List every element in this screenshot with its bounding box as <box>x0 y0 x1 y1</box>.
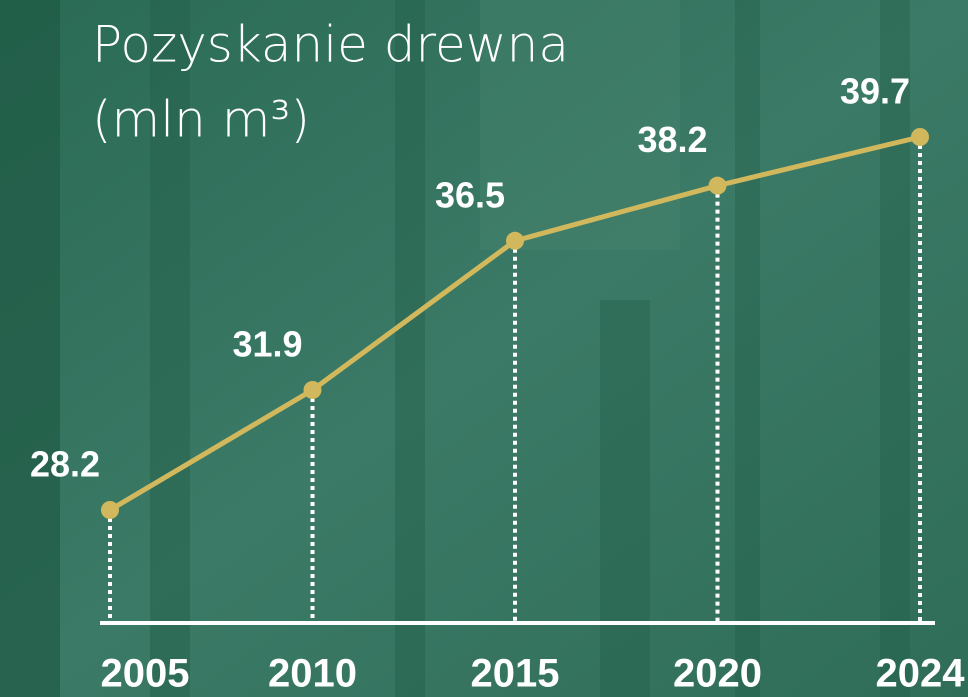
data-point <box>506 231 524 250</box>
value-label: 31.9 <box>232 324 302 365</box>
x-tick-label: 2005 <box>101 652 190 696</box>
data-point <box>911 128 929 146</box>
value-label: 28.2 <box>30 444 100 485</box>
x-tick-label: 2010 <box>268 652 357 696</box>
chart-title: Pozyskanie drewna <box>92 16 569 74</box>
value-label: 36.5 <box>435 174 505 215</box>
data-point <box>708 176 727 195</box>
x-tick-label: 2024 <box>876 652 966 696</box>
data-point <box>303 380 322 399</box>
value-label: 38.2 <box>637 119 707 160</box>
x-tick-label: 2015 <box>471 652 560 696</box>
x-tick-label: 2020 <box>673 652 762 696</box>
data-point <box>101 501 119 519</box>
chart-subtitle: (mln m³) <box>92 91 310 149</box>
value-label: 39.7 <box>840 71 910 112</box>
